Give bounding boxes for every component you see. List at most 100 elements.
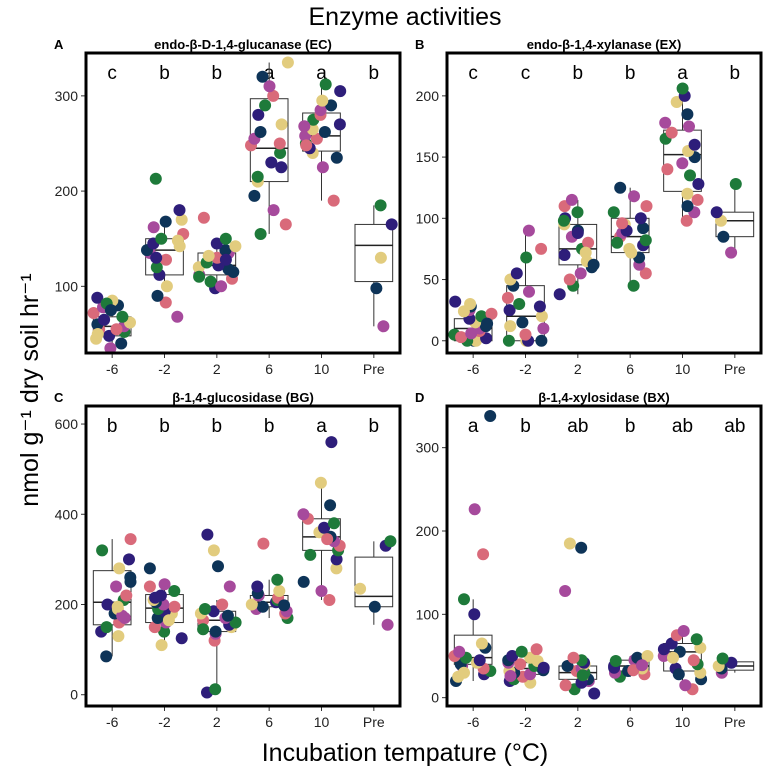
data-point — [503, 304, 516, 317]
x-tick-label: 10 — [675, 361, 691, 377]
data-point — [717, 230, 730, 243]
panel-frame — [84, 404, 402, 708]
data-point — [197, 211, 210, 224]
data-point — [515, 645, 528, 658]
data-point — [553, 288, 566, 301]
y-tick-label: 50 — [423, 272, 439, 288]
data-point — [374, 251, 387, 264]
data-point — [325, 99, 338, 112]
x-tick-label: Pre — [724, 714, 746, 730]
data-point — [173, 204, 186, 217]
data-point — [559, 585, 572, 597]
data-point — [328, 517, 340, 530]
y-tick-label: 300 — [55, 88, 79, 104]
data-point — [115, 337, 128, 350]
data-point — [381, 618, 394, 631]
data-point — [370, 282, 383, 295]
data-point — [210, 237, 223, 250]
data-point — [680, 214, 693, 227]
data-point — [688, 138, 701, 151]
data-point — [265, 156, 278, 169]
data-point — [104, 342, 117, 355]
x-tick-label: 10 — [314, 714, 330, 730]
data-point — [609, 655, 622, 667]
significance-letter: b — [573, 63, 584, 84]
panel-letter: C — [54, 390, 64, 405]
data-point — [298, 120, 311, 133]
data-point — [310, 132, 323, 145]
data-point — [168, 600, 181, 613]
data-point — [149, 591, 162, 604]
data-point — [334, 85, 347, 98]
x-tick-label: 10 — [675, 714, 691, 730]
data-point — [575, 541, 588, 554]
data-point — [315, 585, 328, 597]
data-point — [204, 275, 217, 288]
data-point — [449, 295, 462, 308]
data-point — [692, 178, 705, 190]
panel-title: β-1,4-xylosidase (BX) — [538, 390, 669, 405]
data-point — [502, 334, 515, 347]
data-point — [150, 261, 163, 274]
data-point — [168, 585, 181, 597]
data-point — [657, 643, 670, 656]
data-point — [110, 323, 123, 336]
data-point — [637, 222, 650, 235]
x-tick-label: Pre — [363, 714, 385, 730]
data-point — [257, 537, 270, 550]
data-point — [171, 310, 184, 323]
data-point — [481, 317, 494, 330]
data-point — [221, 609, 234, 622]
data-point — [279, 218, 292, 231]
data-point — [639, 234, 652, 247]
data-point — [110, 580, 123, 593]
data-point — [465, 327, 478, 340]
data-point — [574, 267, 587, 280]
y-tick-label: 0 — [431, 333, 439, 349]
data-point — [193, 270, 206, 283]
data-point — [199, 603, 211, 615]
data-point — [124, 533, 137, 546]
data-point — [219, 244, 232, 257]
data-point — [510, 267, 523, 280]
significance-letter: b — [212, 63, 223, 84]
data-point — [251, 580, 264, 593]
data-point — [457, 305, 470, 318]
data-point — [672, 668, 685, 681]
data-point — [684, 169, 696, 182]
data-point — [223, 580, 236, 593]
x-tick-label: Pre — [724, 361, 746, 377]
data-point — [571, 206, 584, 219]
data-point — [667, 651, 679, 664]
panel-frame — [84, 51, 402, 355]
data-point — [681, 200, 694, 213]
y-tick-label: 200 — [55, 596, 79, 612]
data-point — [579, 246, 592, 259]
x-tick-label: -6 — [106, 361, 119, 377]
data-point — [640, 200, 653, 213]
data-point — [273, 585, 286, 597]
significance-letter: c — [521, 63, 531, 84]
data-point — [641, 650, 654, 662]
data-point — [113, 562, 126, 575]
data-point — [639, 267, 652, 280]
data-point — [558, 249, 571, 261]
data-point — [209, 625, 222, 638]
data-point — [160, 253, 172, 266]
data-point — [330, 151, 343, 164]
data-point — [120, 589, 133, 602]
data-point — [565, 193, 578, 206]
data-point — [219, 253, 232, 266]
data-point — [582, 236, 595, 249]
data-point — [160, 280, 173, 293]
data-point — [254, 126, 267, 138]
significance-letter: b — [159, 416, 170, 437]
box-rect — [354, 556, 394, 608]
significance-letter: b — [625, 416, 636, 437]
data-point — [614, 181, 627, 194]
significance-letter: b — [369, 416, 380, 437]
